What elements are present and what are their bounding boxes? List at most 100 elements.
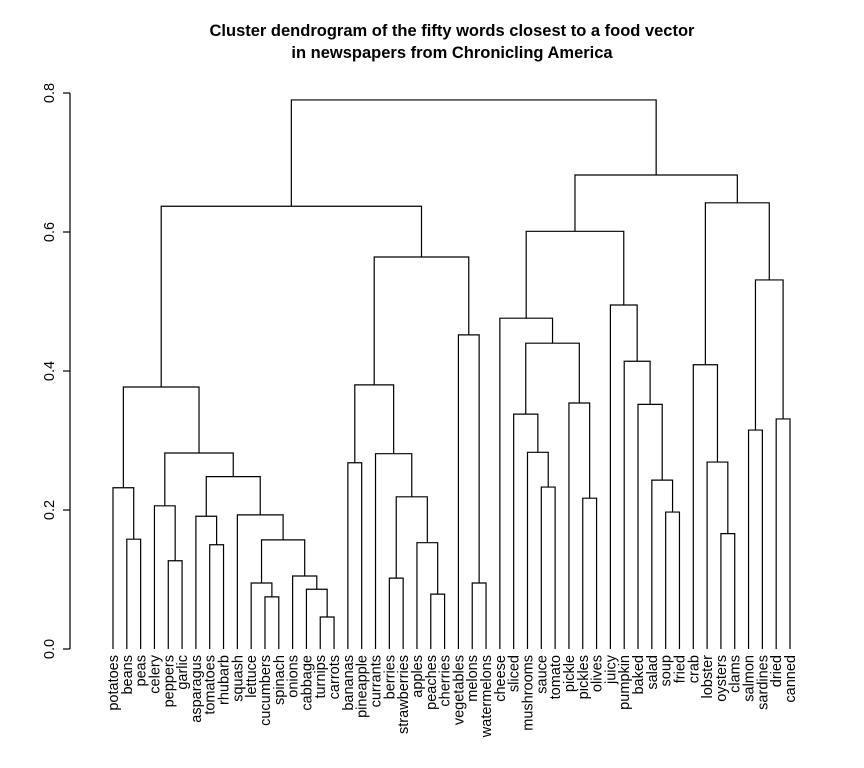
merge-link (305, 588, 328, 649)
merge-link (525, 230, 625, 319)
leaf-label: soup (659, 655, 675, 686)
y-tick-label: 0.0 (42, 639, 58, 659)
leaf-label: pineapple (355, 655, 371, 718)
leaf-label: baked (631, 655, 647, 695)
merge-link (122, 386, 200, 488)
merge-link (126, 538, 142, 649)
merge-link (264, 596, 280, 649)
merge-link (388, 577, 404, 649)
merge-link (540, 486, 556, 649)
merge-link (395, 496, 428, 579)
leaf-label: clams (728, 655, 744, 693)
leaf-label: lobster (700, 655, 716, 699)
leaf-label: turnips (313, 655, 329, 699)
leaf-label: peaches (424, 655, 440, 710)
merge-link (706, 461, 729, 649)
leaf-label: cabbage (299, 655, 315, 711)
merge-link (430, 593, 446, 649)
leaf-label: peppers (161, 655, 177, 707)
merge-link (236, 514, 284, 649)
leaf-label: oysters (714, 655, 730, 702)
leaf-label: spinach (272, 655, 288, 705)
merge-link (513, 413, 539, 649)
leaf-label: juicy (603, 654, 619, 685)
merge-link (250, 582, 273, 649)
merge-link (637, 403, 663, 649)
y-tick-label: 0.2 (42, 500, 58, 520)
leaf-label: salad (645, 655, 661, 690)
leaf-label: dried (769, 655, 785, 687)
merge-link (205, 476, 261, 517)
merge-link (754, 279, 784, 431)
merge-link (373, 256, 470, 385)
leaf-label: onions (286, 655, 302, 698)
leaf-label: currants (369, 655, 385, 707)
y-tick-label: 0.8 (42, 83, 58, 103)
leaf-labels: potatoesbeanspeascelerypeppersgarlicaspa… (106, 654, 799, 738)
leaf-label: strawberries (396, 655, 412, 734)
leaf-label: sliced (507, 655, 523, 692)
leaf-label: peas (134, 655, 150, 686)
merge-link (153, 505, 176, 649)
leaf-label: beans (120, 655, 136, 695)
merge-link (112, 487, 135, 649)
leaf-label: sardines (755, 655, 771, 710)
merge-link (160, 205, 423, 387)
leaf-label: pumpkin (617, 655, 633, 710)
merge-link (290, 99, 657, 207)
merge-link (775, 418, 791, 649)
merge-link (209, 544, 225, 649)
leaf-label: bananas (341, 655, 357, 711)
merge-link (457, 334, 480, 649)
leaf-label: melons (465, 655, 481, 702)
chart-title-line-1: Cluster dendrogram of the fifty words cl… (210, 22, 696, 40)
leaf-label: vegetables (451, 655, 467, 725)
leaf-label: lettuce (244, 655, 260, 698)
leaf-label: watermelons (479, 655, 495, 738)
leaf-label: crab (686, 655, 702, 683)
merge-link (704, 202, 770, 365)
merge-link (354, 384, 395, 463)
merge-link (526, 451, 549, 649)
merge-link (195, 515, 218, 649)
chart-title-line-2: in newspapers from Chronicling America (291, 44, 613, 62)
leaf-label: salmon (742, 655, 758, 702)
merge-link (374, 453, 413, 649)
leaf-label: cucumbers (258, 655, 274, 726)
leaf-label: cheese (493, 655, 509, 702)
merge-link (167, 560, 183, 649)
merge-link (692, 364, 719, 649)
y-tick-label: 0.4 (42, 361, 58, 381)
leaf-label: rhubarb (217, 655, 233, 705)
merge-link (319, 616, 335, 649)
leaf-label: canned (783, 655, 799, 703)
merge-link (651, 479, 674, 649)
merge-link (416, 542, 439, 649)
leaf-label: sauce (534, 655, 550, 694)
merge-link (720, 533, 736, 649)
leaf-label: apples (410, 655, 426, 698)
leaf-label: garlic (175, 655, 191, 690)
leaf-label: carrots (327, 655, 343, 699)
leaf-label: celery (147, 654, 163, 693)
leaf-label: mushrooms (520, 655, 536, 731)
leaf-label: squash (230, 655, 246, 702)
leaf-label: cherries (438, 655, 454, 707)
merge-link (582, 497, 598, 649)
merge-link (471, 582, 487, 649)
merge-link (347, 462, 363, 649)
leaf-label: tomato (548, 655, 564, 699)
leaf-label: pickle (562, 655, 578, 692)
leaf-label: tomatoes (203, 655, 219, 715)
leaf-label: pickles (576, 655, 592, 699)
leaf-label: berries (382, 655, 398, 699)
merge-link (665, 511, 681, 649)
leaf-label: potatoes (106, 655, 122, 711)
leaf-label: olives (590, 655, 606, 692)
y-tick-label: 0.6 (42, 222, 58, 242)
merge-link (747, 429, 763, 649)
merge-link (292, 575, 318, 649)
leaf-label: fried (672, 655, 688, 683)
merge-link (164, 452, 234, 506)
